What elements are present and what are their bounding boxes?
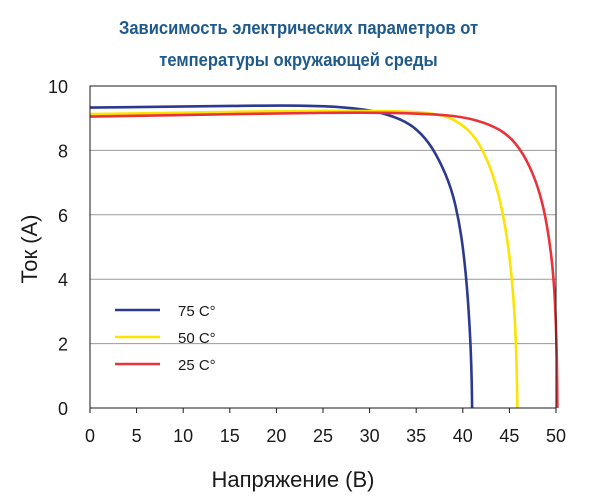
- y-tick-label: 6: [58, 206, 68, 226]
- y-tick-label: 4: [58, 270, 68, 290]
- x-tick-label: 25: [313, 426, 333, 446]
- y-tick-label: 2: [58, 335, 68, 355]
- x-tick-label: 35: [406, 426, 426, 446]
- x-tick-label: 0: [85, 426, 95, 446]
- legend-label-0: 75 C°: [178, 303, 216, 320]
- legend: 75 C° 50 C° 25 C°: [115, 303, 216, 374]
- legend-label-2: 25 C°: [178, 357, 216, 374]
- x-tick-label: 20: [266, 426, 286, 446]
- y-tick-label: 8: [58, 141, 68, 161]
- x-tick-label: 45: [499, 426, 519, 446]
- series-line-1: [89, 109, 519, 409]
- y-axis-ticks: 0 2 4 6 8 10: [48, 77, 68, 419]
- series-lines: [89, 104, 559, 409]
- y-axis-label: Ток (А): [17, 214, 42, 283]
- plot-area-frame: [89, 85, 557, 409]
- x-tick-label: 15: [220, 426, 240, 446]
- series-line-2: [89, 111, 559, 409]
- y-tick-label: 10: [48, 77, 68, 97]
- x-tick-label: 50: [546, 426, 566, 446]
- gridlines: [90, 149, 556, 345]
- x-tick-label: 5: [132, 426, 142, 446]
- series-line-0: [89, 104, 474, 409]
- x-tick-label: 30: [360, 426, 380, 446]
- chart-title-line-1: Зависимость электрических параметров от: [118, 18, 479, 38]
- x-tick-label: 10: [173, 426, 193, 446]
- x-tick-label: 40: [453, 426, 473, 446]
- x-axis-ticks: 0 5 10 15 20 25 30 35 40 45 50: [85, 408, 566, 446]
- chart-title: Зависимость электрических параметров от …: [24, 12, 573, 76]
- y-tick-label: 0: [58, 399, 68, 419]
- legend-label-1: 50 C°: [178, 330, 216, 347]
- chart-title-line-2: температуры окружающей среды: [159, 50, 438, 70]
- x-axis-label: Напряжение (В): [211, 467, 374, 492]
